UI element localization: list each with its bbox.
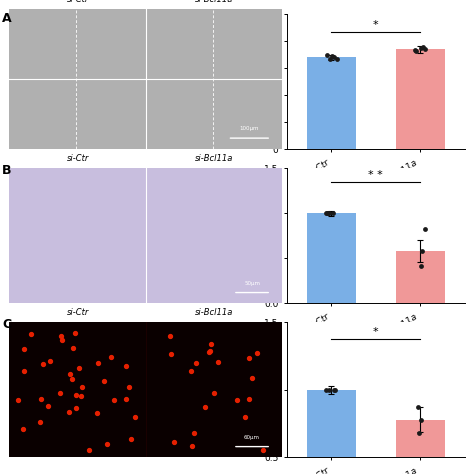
Y-axis label: Relative cleaned area (%): Relative cleaned area (%) xyxy=(249,23,258,140)
Bar xyxy=(396,251,445,303)
Text: si-Ctr: si-Ctr xyxy=(66,154,89,163)
Bar xyxy=(307,213,356,303)
Text: B: B xyxy=(2,164,12,176)
Point xyxy=(330,386,338,393)
Point xyxy=(415,404,422,411)
Point xyxy=(421,46,428,53)
Point xyxy=(418,416,425,423)
Text: 50μm: 50μm xyxy=(244,281,260,286)
Point xyxy=(332,386,339,393)
Point xyxy=(412,47,419,55)
Point xyxy=(333,55,341,63)
Text: si-Bcl11a: si-Bcl11a xyxy=(195,0,233,4)
Point xyxy=(415,429,422,437)
Text: si-Bcl11a: si-Bcl11a xyxy=(195,308,233,317)
Text: *: * xyxy=(373,327,378,337)
Bar xyxy=(396,419,445,474)
Point xyxy=(325,210,333,217)
Text: A: A xyxy=(2,12,12,25)
Text: * *: * * xyxy=(368,171,383,181)
Text: 100μm: 100μm xyxy=(239,126,259,131)
Point xyxy=(324,210,332,217)
Bar xyxy=(307,57,356,149)
Point xyxy=(411,46,419,54)
Point xyxy=(419,43,427,50)
Point xyxy=(329,210,337,217)
Point xyxy=(417,262,424,269)
Point xyxy=(326,386,333,393)
Point xyxy=(326,55,333,63)
Point xyxy=(323,52,331,59)
Text: *: * xyxy=(373,20,378,30)
Text: si-Ctr: si-Ctr xyxy=(66,0,89,4)
Point xyxy=(323,210,330,217)
Point xyxy=(421,225,428,232)
Y-axis label: Cell phagocytosis
(normalized to si-Ctr): Cell phagocytosis (normalized to si-Ctr) xyxy=(242,342,261,438)
Text: 60μm: 60μm xyxy=(244,435,260,440)
Point xyxy=(418,44,425,52)
Y-axis label: Cell migration
(normalized to si-Ctr): Cell migration (normalized to si-Ctr) xyxy=(242,188,261,284)
Text: si-Ctr: si-Ctr xyxy=(66,308,89,317)
Bar xyxy=(396,49,445,149)
Point xyxy=(330,54,338,61)
Point xyxy=(323,210,330,217)
Text: si-Bcl11a: si-Bcl11a xyxy=(195,154,233,163)
Point xyxy=(322,386,330,393)
Bar xyxy=(307,390,356,474)
Point xyxy=(328,52,336,60)
Point xyxy=(419,247,426,255)
Text: C: C xyxy=(2,318,11,330)
